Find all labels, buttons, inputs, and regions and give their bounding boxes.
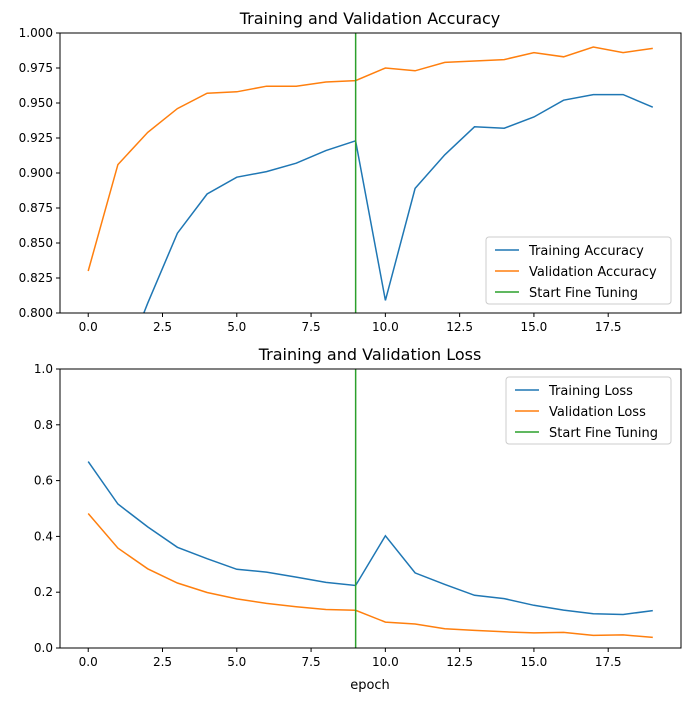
y-tick-label: 0.8 — [34, 418, 53, 432]
y-tick-label: 0.950 — [19, 96, 53, 110]
x-tick-label: 15.0 — [521, 320, 548, 334]
y-tick-label: 1.000 — [19, 26, 53, 40]
loss-chart-xlabel: epoch — [350, 678, 390, 693]
y-tick-label: 0.0 — [34, 641, 53, 655]
legend-label: Validation Loss — [549, 405, 646, 420]
x-tick-label: 15.0 — [521, 655, 548, 669]
y-tick-label: 0.900 — [19, 166, 53, 180]
y-tick-label: 0.875 — [19, 201, 53, 215]
series-line-training-loss — [88, 462, 653, 615]
x-tick-label: 7.5 — [302, 320, 321, 334]
x-tick-label: 17.5 — [595, 655, 622, 669]
x-tick-label: 17.5 — [595, 320, 622, 334]
loss-chart: Training and Validation Loss epoch 0.0 2.… — [34, 345, 681, 693]
y-tick-label: 0.4 — [34, 529, 53, 543]
y-tick-label: 0.6 — [34, 474, 53, 488]
accuracy-chart-title: Training and Validation Accuracy — [239, 9, 501, 28]
legend: Training Loss Validation Loss Start Fine T… — [506, 377, 671, 444]
x-tick-label: 0.0 — [79, 320, 98, 334]
loss-chart-title: Training and Validation Loss — [258, 345, 482, 364]
y-tick-label: 0.800 — [19, 306, 53, 320]
y-tick-label: 0.825 — [19, 271, 53, 285]
legend-label: Validation Accuracy — [529, 265, 657, 280]
legend-label: Start Fine Tuning — [529, 286, 638, 301]
x-tick-label: 12.5 — [446, 655, 473, 669]
x-tick-label: 7.5 — [302, 655, 321, 669]
x-tick-label: 2.5 — [153, 655, 172, 669]
x-tick-label: 10.0 — [372, 320, 399, 334]
x-tick-label: 10.0 — [372, 655, 399, 669]
x-tick-label: 2.5 — [153, 320, 172, 334]
x-tick-label: 5.0 — [227, 655, 246, 669]
y-tick-label: 1.0 — [34, 362, 53, 376]
legend-label: Training Loss — [548, 384, 633, 399]
y-tick-label: 0.2 — [34, 585, 53, 599]
legend-label: Training Accuracy — [528, 244, 644, 259]
x-tick-label: 12.5 — [446, 320, 473, 334]
x-tick-label: 5.0 — [227, 320, 246, 334]
series-line-validation-loss — [88, 514, 653, 638]
y-tick-label: 0.975 — [19, 61, 53, 75]
y-tick-label: 0.925 — [19, 131, 53, 145]
legend-label: Start Fine Tuning — [549, 426, 658, 441]
x-tick-label: 0.0 — [79, 655, 98, 669]
y-tick-label: 0.850 — [19, 236, 53, 250]
legend: Training Accuracy Validation Accuracy Star… — [486, 237, 671, 304]
